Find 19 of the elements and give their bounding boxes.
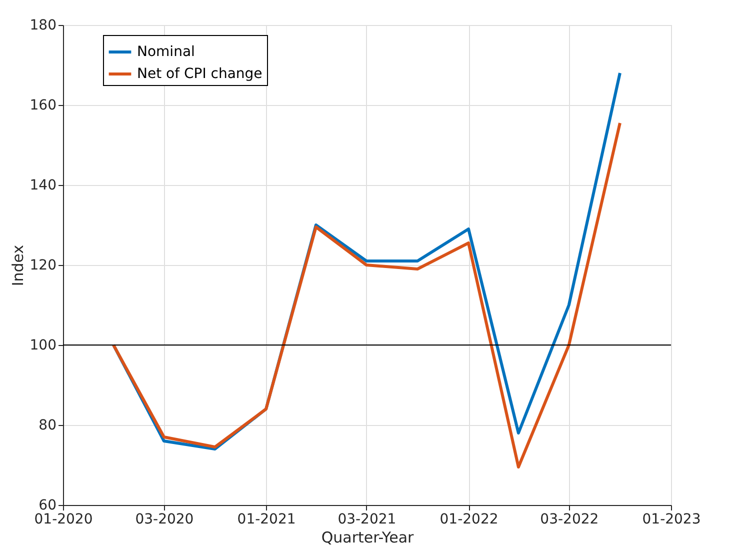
x-tick-label: 01-2023 <box>642 512 701 528</box>
y-tick-label: 80 <box>38 418 56 434</box>
y-tick-label: 160 <box>30 98 56 114</box>
legend-label: Nominal <box>137 44 195 60</box>
line-series <box>112 122 622 468</box>
x-tick-label: 01-2020 <box>34 512 93 528</box>
x-tick-label: 03-2022 <box>540 512 599 528</box>
legend-label: Net of CPI change <box>137 66 262 82</box>
x-tick-label: 03-2020 <box>135 512 194 528</box>
y-tick-label: 180 <box>30 18 56 34</box>
y-axis-title: Index <box>8 244 27 286</box>
y-tick-label: 120 <box>30 258 56 274</box>
x-tick-label: 01-2021 <box>237 512 296 528</box>
x-tick-label: 03-2021 <box>338 512 396 528</box>
x-tick-label: 01-2022 <box>440 512 498 528</box>
y-tick-label: 140 <box>30 178 56 194</box>
x-axis-title: Quarter-Year <box>321 528 415 546</box>
y-tick-label: 60 <box>38 498 56 514</box>
y-tick-label: 100 <box>30 338 56 354</box>
